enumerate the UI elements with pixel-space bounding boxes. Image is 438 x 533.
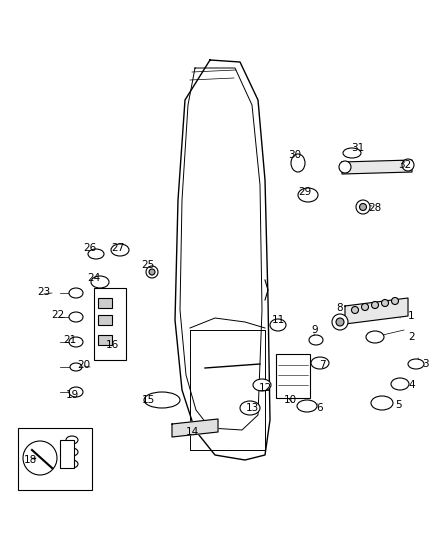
Ellipse shape xyxy=(69,288,83,298)
Text: 6: 6 xyxy=(317,403,323,413)
Text: 3: 3 xyxy=(422,359,429,369)
Circle shape xyxy=(23,441,57,475)
Bar xyxy=(18,428,92,490)
Text: 22: 22 xyxy=(51,310,65,320)
Bar xyxy=(60,440,74,468)
Circle shape xyxy=(146,266,158,278)
Ellipse shape xyxy=(111,244,129,256)
Ellipse shape xyxy=(309,335,323,345)
Text: 9: 9 xyxy=(312,325,318,335)
Ellipse shape xyxy=(297,400,317,412)
Text: 16: 16 xyxy=(106,340,119,350)
Circle shape xyxy=(356,200,370,214)
Bar xyxy=(276,354,310,398)
Text: 5: 5 xyxy=(395,400,402,410)
Circle shape xyxy=(360,204,367,211)
Text: 18: 18 xyxy=(23,455,37,465)
Circle shape xyxy=(336,318,344,326)
Ellipse shape xyxy=(70,363,82,371)
Polygon shape xyxy=(342,160,412,174)
Ellipse shape xyxy=(69,312,83,322)
Ellipse shape xyxy=(66,460,78,468)
Circle shape xyxy=(381,300,389,306)
Text: 14: 14 xyxy=(185,427,198,437)
Text: 31: 31 xyxy=(351,143,364,153)
Ellipse shape xyxy=(291,154,305,172)
Text: 32: 32 xyxy=(399,160,412,170)
Ellipse shape xyxy=(253,379,271,391)
Text: 7: 7 xyxy=(319,360,325,370)
Circle shape xyxy=(339,161,351,173)
Ellipse shape xyxy=(240,401,260,415)
Ellipse shape xyxy=(91,276,109,288)
Text: 26: 26 xyxy=(83,243,97,253)
Circle shape xyxy=(149,269,155,275)
Bar xyxy=(98,298,112,308)
Bar xyxy=(94,288,126,360)
Text: 20: 20 xyxy=(78,360,91,370)
Text: 12: 12 xyxy=(258,383,272,393)
Ellipse shape xyxy=(408,359,424,369)
Polygon shape xyxy=(345,298,408,324)
Ellipse shape xyxy=(144,392,180,408)
Ellipse shape xyxy=(343,148,361,158)
Text: 15: 15 xyxy=(141,395,155,405)
Ellipse shape xyxy=(66,448,78,456)
Bar xyxy=(98,315,112,325)
Ellipse shape xyxy=(66,436,78,444)
Ellipse shape xyxy=(69,387,83,397)
Text: 29: 29 xyxy=(298,187,311,197)
Text: 24: 24 xyxy=(87,273,101,283)
Text: 30: 30 xyxy=(289,150,301,160)
Circle shape xyxy=(352,306,358,313)
Circle shape xyxy=(361,303,368,311)
Ellipse shape xyxy=(366,331,384,343)
Ellipse shape xyxy=(311,357,329,369)
Text: 10: 10 xyxy=(283,395,297,405)
Ellipse shape xyxy=(391,378,409,390)
Text: 13: 13 xyxy=(245,403,258,413)
Text: 4: 4 xyxy=(408,380,415,390)
Circle shape xyxy=(392,297,399,304)
Ellipse shape xyxy=(270,319,286,331)
Text: 27: 27 xyxy=(111,243,125,253)
Text: 8: 8 xyxy=(337,303,343,313)
Text: 21: 21 xyxy=(64,335,77,345)
Ellipse shape xyxy=(298,188,318,202)
Circle shape xyxy=(371,302,378,309)
Text: 25: 25 xyxy=(141,260,155,270)
Bar xyxy=(98,335,112,345)
Text: 2: 2 xyxy=(408,332,415,342)
Ellipse shape xyxy=(371,396,393,410)
Circle shape xyxy=(332,314,348,330)
Ellipse shape xyxy=(69,337,83,347)
Text: 28: 28 xyxy=(368,203,381,213)
Text: 11: 11 xyxy=(272,315,285,325)
Polygon shape xyxy=(172,419,218,437)
Text: 1: 1 xyxy=(408,311,415,321)
Text: 23: 23 xyxy=(37,287,51,297)
Text: 19: 19 xyxy=(65,390,79,400)
Circle shape xyxy=(402,159,414,171)
Ellipse shape xyxy=(88,249,104,259)
